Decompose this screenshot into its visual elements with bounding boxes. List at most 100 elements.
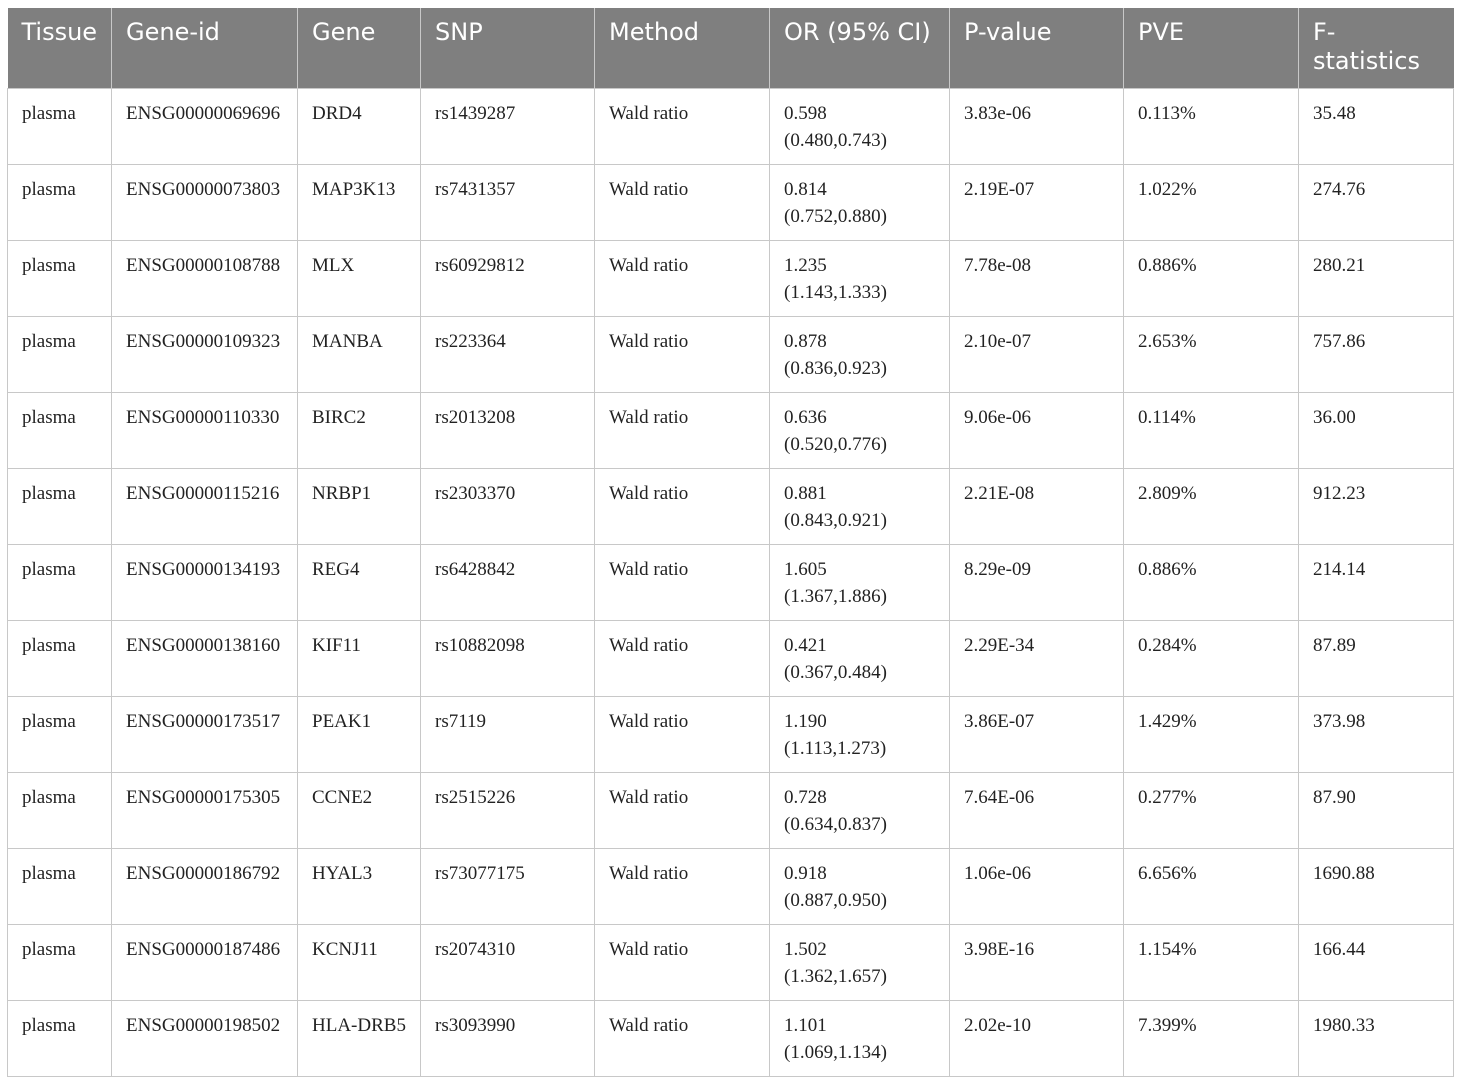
odds-ratio-value: 0.421 bbox=[784, 634, 827, 656]
header-snp: SNP bbox=[420, 8, 595, 88]
cell-tissue: plasma bbox=[7, 923, 112, 1001]
cell-p-value: 3.83e-06 bbox=[949, 87, 1124, 165]
confidence-interval-value: (1.367,1.886) bbox=[784, 585, 887, 607]
header-gene-id: Gene-id bbox=[111, 8, 298, 88]
cell-pve: 2.809% bbox=[1123, 467, 1299, 545]
confidence-interval-value: (0.634,0.837) bbox=[784, 813, 887, 835]
cell-p-value: 2.21E-08 bbox=[949, 467, 1124, 545]
cell-gene-id: ENSG00000115216 bbox=[111, 467, 298, 545]
cell-or-ci: 0.728 (0.634,0.837) bbox=[769, 771, 950, 849]
cell-p-value: 7.64E-06 bbox=[949, 771, 1124, 849]
cell-f-statistics: 87.89 bbox=[1298, 619, 1454, 697]
cell-f-statistics: 757.86 bbox=[1298, 315, 1454, 393]
cell-tissue: plasma bbox=[7, 695, 112, 773]
cell-method: Wald ratio bbox=[594, 467, 770, 545]
cell-snp: rs73077175 bbox=[420, 847, 595, 925]
odds-ratio-value: 0.814 bbox=[784, 178, 827, 200]
cell-f-statistics: 280.21 bbox=[1298, 239, 1454, 317]
cell-gene-id: ENSG00000173517 bbox=[111, 695, 298, 773]
cell-gene: MLX bbox=[297, 239, 421, 317]
cell-or-ci: 0.421 (0.367,0.484) bbox=[769, 619, 950, 697]
cell-p-value: 7.78e-08 bbox=[949, 239, 1124, 317]
table-row: plasma ENSG00000175305 CCNE2 rs2515226 Wald … bbox=[7, 771, 1454, 849]
table-body: plasma ENSG00000069696 DRD4 rs1439287 Wald r… bbox=[7, 87, 1454, 1077]
confidence-interval-value: (0.887,0.950) bbox=[784, 889, 887, 911]
cell-pve: 0.284% bbox=[1123, 619, 1299, 697]
confidence-interval-value: (0.836,0.923) bbox=[784, 357, 887, 379]
cell-snp: rs1439287 bbox=[420, 87, 595, 165]
cell-gene: KCNJ11 bbox=[297, 923, 421, 1001]
odds-ratio-value: 1.605 bbox=[784, 558, 827, 580]
cell-method: Wald ratio bbox=[594, 619, 770, 697]
cell-p-value: 3.86E-07 bbox=[949, 695, 1124, 773]
cell-method: Wald ratio bbox=[594, 315, 770, 393]
cell-p-value: 3.98E-16 bbox=[949, 923, 1124, 1001]
cell-method: Wald ratio bbox=[594, 695, 770, 773]
cell-snp: rs10882098 bbox=[420, 619, 595, 697]
odds-ratio-value: 0.598 bbox=[784, 102, 827, 124]
cell-snp: rs2074310 bbox=[420, 923, 595, 1001]
cell-tissue: plasma bbox=[7, 391, 112, 469]
cell-tissue: plasma bbox=[7, 999, 112, 1077]
table-row: plasma ENSG00000108788 MLX rs60929812 Wald r… bbox=[7, 239, 1454, 317]
cell-snp: rs2013208 bbox=[420, 391, 595, 469]
cell-snp: rs6428842 bbox=[420, 543, 595, 621]
header-tissue: Tissue bbox=[7, 8, 112, 88]
cell-f-statistics: 373.98 bbox=[1298, 695, 1454, 773]
cell-gene-id: ENSG00000134193 bbox=[111, 543, 298, 621]
cell-tissue: plasma bbox=[7, 847, 112, 925]
cell-pve: 1.429% bbox=[1123, 695, 1299, 773]
cell-f-statistics: 36.00 bbox=[1298, 391, 1454, 469]
cell-pve: 0.113% bbox=[1123, 87, 1299, 165]
cell-tissue: plasma bbox=[7, 467, 112, 545]
cell-or-ci: 1.190 (1.113,1.273) bbox=[769, 695, 950, 773]
cell-tissue: plasma bbox=[7, 87, 112, 165]
cell-f-statistics: 166.44 bbox=[1298, 923, 1454, 1001]
header-or-ci: OR (95% CI) bbox=[769, 8, 950, 88]
cell-method: Wald ratio bbox=[594, 391, 770, 469]
cell-gene-id: ENSG00000198502 bbox=[111, 999, 298, 1077]
results-table-container: Tissue Gene-id Gene SNP Method OR (95% CI) P-v… bbox=[7, 8, 1454, 1077]
cell-tissue: plasma bbox=[7, 239, 112, 317]
cell-method: Wald ratio bbox=[594, 999, 770, 1077]
table-row: plasma ENSG00000186792 HYAL3 rs73077175 Wald… bbox=[7, 847, 1454, 925]
cell-p-value: 2.02e-10 bbox=[949, 999, 1124, 1077]
cell-pve: 6.656% bbox=[1123, 847, 1299, 925]
cell-gene: MAP3K13 bbox=[297, 163, 421, 241]
table-row: plasma ENSG00000115216 NRBP1 rs2303370 Wald … bbox=[7, 467, 1454, 545]
table-row: plasma ENSG00000134193 REG4 rs6428842 Wald r… bbox=[7, 543, 1454, 621]
cell-snp: rs7431357 bbox=[420, 163, 595, 241]
cell-p-value: 2.19E-07 bbox=[949, 163, 1124, 241]
cell-gene-id: ENSG00000186792 bbox=[111, 847, 298, 925]
cell-or-ci: 1.605 (1.367,1.886) bbox=[769, 543, 950, 621]
cell-tissue: plasma bbox=[7, 543, 112, 621]
cell-pve: 0.886% bbox=[1123, 239, 1299, 317]
cell-gene-id: ENSG00000175305 bbox=[111, 771, 298, 849]
cell-method: Wald ratio bbox=[594, 163, 770, 241]
cell-or-ci: 0.814 (0.752,0.880) bbox=[769, 163, 950, 241]
table-row: plasma ENSG00000110330 BIRC2 rs2013208 Wald … bbox=[7, 391, 1454, 469]
table-row: plasma ENSG00000069696 DRD4 rs1439287 Wald r… bbox=[7, 87, 1454, 165]
cell-gene-id: ENSG00000187486 bbox=[111, 923, 298, 1001]
confidence-interval-value: (0.843,0.921) bbox=[784, 509, 887, 531]
confidence-interval-value: (1.069,1.134) bbox=[784, 1041, 887, 1063]
header-gene: Gene bbox=[297, 8, 421, 88]
cell-snp: rs60929812 bbox=[420, 239, 595, 317]
cell-gene-id: ENSG00000108788 bbox=[111, 239, 298, 317]
cell-gene-id: ENSG00000073803 bbox=[111, 163, 298, 241]
table-row: plasma ENSG00000198502 HLA-DRB5 rs3093990 Wa… bbox=[7, 999, 1454, 1077]
cell-snp: rs7119 bbox=[420, 695, 595, 773]
cell-gene: PEAK1 bbox=[297, 695, 421, 773]
cell-method: Wald ratio bbox=[594, 239, 770, 317]
header-method: Method bbox=[594, 8, 770, 88]
cell-tissue: plasma bbox=[7, 163, 112, 241]
cell-tissue: plasma bbox=[7, 315, 112, 393]
cell-or-ci: 1.235 (1.143,1.333) bbox=[769, 239, 950, 317]
cell-method: Wald ratio bbox=[594, 923, 770, 1001]
cell-snp: rs2303370 bbox=[420, 467, 595, 545]
cell-gene-id: ENSG00000110330 bbox=[111, 391, 298, 469]
cell-gene: REG4 bbox=[297, 543, 421, 621]
cell-p-value: 1.06e-06 bbox=[949, 847, 1124, 925]
results-table: Tissue Gene-id Gene SNP Method OR (95% CI) P-v… bbox=[7, 8, 1454, 1077]
cell-gene: HYAL3 bbox=[297, 847, 421, 925]
